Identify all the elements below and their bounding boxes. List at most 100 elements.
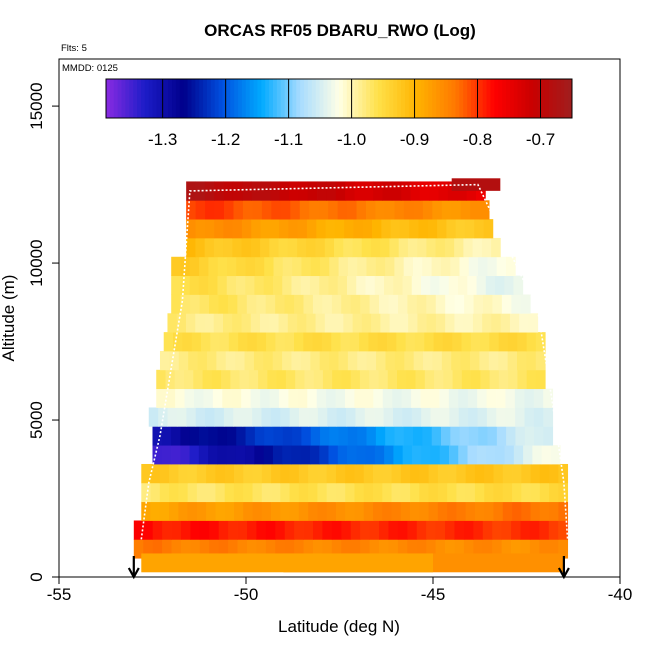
heatmap-cell bbox=[248, 369, 259, 390]
heatmap-cell bbox=[306, 219, 317, 239]
heatmap-cell bbox=[266, 332, 276, 352]
heatmap-cell bbox=[435, 294, 446, 314]
heatmap-cell bbox=[319, 275, 329, 295]
heatmap-cell bbox=[491, 237, 501, 258]
heatmap-cell bbox=[359, 369, 370, 390]
heatmap-cell bbox=[539, 520, 550, 540]
colorbar-swatch bbox=[121, 79, 126, 118]
heatmap-cell bbox=[354, 501, 365, 521]
heatmap-cell bbox=[515, 407, 525, 427]
heatmap-cell bbox=[282, 426, 293, 446]
heatmap-cell bbox=[451, 178, 501, 191]
heatmap-cell bbox=[335, 501, 346, 521]
heatmap-cell bbox=[275, 332, 286, 352]
heatmap-cell bbox=[350, 369, 361, 390]
heatmap-cell bbox=[228, 520, 238, 540]
heatmap-cell bbox=[456, 501, 467, 521]
heatmap-cell bbox=[189, 426, 200, 446]
heatmap-cell bbox=[199, 539, 210, 559]
heatmap-cell bbox=[398, 237, 409, 258]
heatmap-cell bbox=[424, 369, 435, 390]
heatmap-cell bbox=[403, 256, 414, 277]
heatmap-cell bbox=[272, 445, 283, 465]
heatmap-cell bbox=[303, 332, 313, 352]
colorbar-swatch bbox=[397, 79, 402, 118]
heatmap-cell bbox=[493, 501, 504, 521]
heatmap-cell bbox=[524, 407, 535, 427]
colorbar-swatch bbox=[175, 79, 181, 118]
colorbar-swatch bbox=[230, 79, 235, 118]
heatmap-cell bbox=[411, 445, 422, 465]
heatmap-cell bbox=[481, 237, 492, 258]
heatmap-cell bbox=[549, 463, 559, 484]
heatmap-cell bbox=[265, 520, 276, 540]
heatmap-cell bbox=[340, 332, 351, 352]
heatmap-cell bbox=[526, 369, 537, 390]
heatmap-cell bbox=[347, 200, 357, 220]
heatmap-cell bbox=[392, 388, 403, 408]
heatmap-cell bbox=[410, 501, 420, 521]
colorbar-swatch bbox=[249, 79, 255, 118]
heatmap-cell bbox=[441, 200, 452, 220]
colorbar-tick-label: -1.3 bbox=[148, 130, 177, 149]
heatmap-cell bbox=[517, 350, 527, 371]
heatmap-cell bbox=[354, 181, 365, 201]
heatmap-cell bbox=[472, 237, 483, 258]
heatmap-cell bbox=[341, 294, 352, 314]
heatmap-cell bbox=[345, 181, 355, 201]
heatmap-cell bbox=[251, 219, 261, 239]
heatmap-cell bbox=[171, 275, 181, 295]
heatmap-cell bbox=[319, 256, 330, 277]
heatmap-cell bbox=[241, 313, 252, 333]
heatmap-cell bbox=[312, 294, 323, 314]
heatmap-cell bbox=[509, 313, 520, 333]
colorbar-swatch bbox=[335, 79, 340, 118]
heatmap-cell bbox=[344, 219, 354, 239]
heatmap-cell bbox=[284, 539, 295, 559]
heatmap-cell bbox=[359, 332, 369, 352]
colorbar-swatch bbox=[428, 79, 433, 118]
heatmap-cell bbox=[434, 369, 444, 390]
heatmap-cell bbox=[458, 445, 468, 465]
heatmap-cell bbox=[165, 369, 176, 390]
heatmap-cell bbox=[334, 237, 344, 258]
colorbar-swatch bbox=[533, 79, 538, 118]
heatmap-cell bbox=[242, 407, 253, 427]
colorbar-swatch bbox=[214, 79, 220, 118]
heatmap-cell bbox=[501, 520, 512, 540]
heatmap-cell bbox=[206, 350, 217, 371]
heatmap-cell bbox=[480, 369, 491, 390]
heatmap-cell bbox=[415, 369, 426, 390]
heatmap-cell bbox=[269, 219, 280, 239]
colorbar-swatch bbox=[327, 79, 332, 118]
heatmap-cell bbox=[385, 426, 395, 446]
heatmap-cell bbox=[384, 200, 395, 220]
heatmap-cell bbox=[231, 388, 242, 408]
heatmap-cell bbox=[303, 520, 314, 540]
heatmap-cell bbox=[223, 407, 234, 427]
heatmap-cell bbox=[404, 350, 415, 371]
heatmap-cell bbox=[357, 350, 368, 371]
heatmap-cell bbox=[223, 219, 234, 239]
heatmap-cell bbox=[195, 407, 206, 427]
heatmap-cell bbox=[429, 181, 440, 201]
y-tick-label: 15000 bbox=[27, 82, 46, 129]
heatmap-cell bbox=[479, 350, 490, 371]
colorbar-swatch bbox=[148, 79, 154, 118]
heatmap-cell bbox=[406, 369, 416, 390]
heatmap-cell bbox=[410, 482, 420, 503]
heatmap-cell bbox=[322, 539, 333, 559]
heatmap-cell bbox=[335, 482, 346, 503]
heatmap-cell bbox=[511, 520, 521, 540]
heatmap-cell bbox=[228, 539, 238, 559]
heatmap-cell bbox=[371, 313, 381, 333]
heatmap-cell bbox=[317, 501, 328, 521]
colorbar-swatch bbox=[339, 79, 344, 118]
heatmap-cell bbox=[440, 256, 451, 277]
heatmap-cell bbox=[300, 275, 311, 295]
heatmap-cell bbox=[246, 539, 257, 559]
heatmap-cell bbox=[369, 539, 380, 559]
heatmap-cell bbox=[454, 520, 465, 540]
heatmap-cell bbox=[375, 200, 386, 220]
heatmap-cell bbox=[507, 332, 518, 352]
